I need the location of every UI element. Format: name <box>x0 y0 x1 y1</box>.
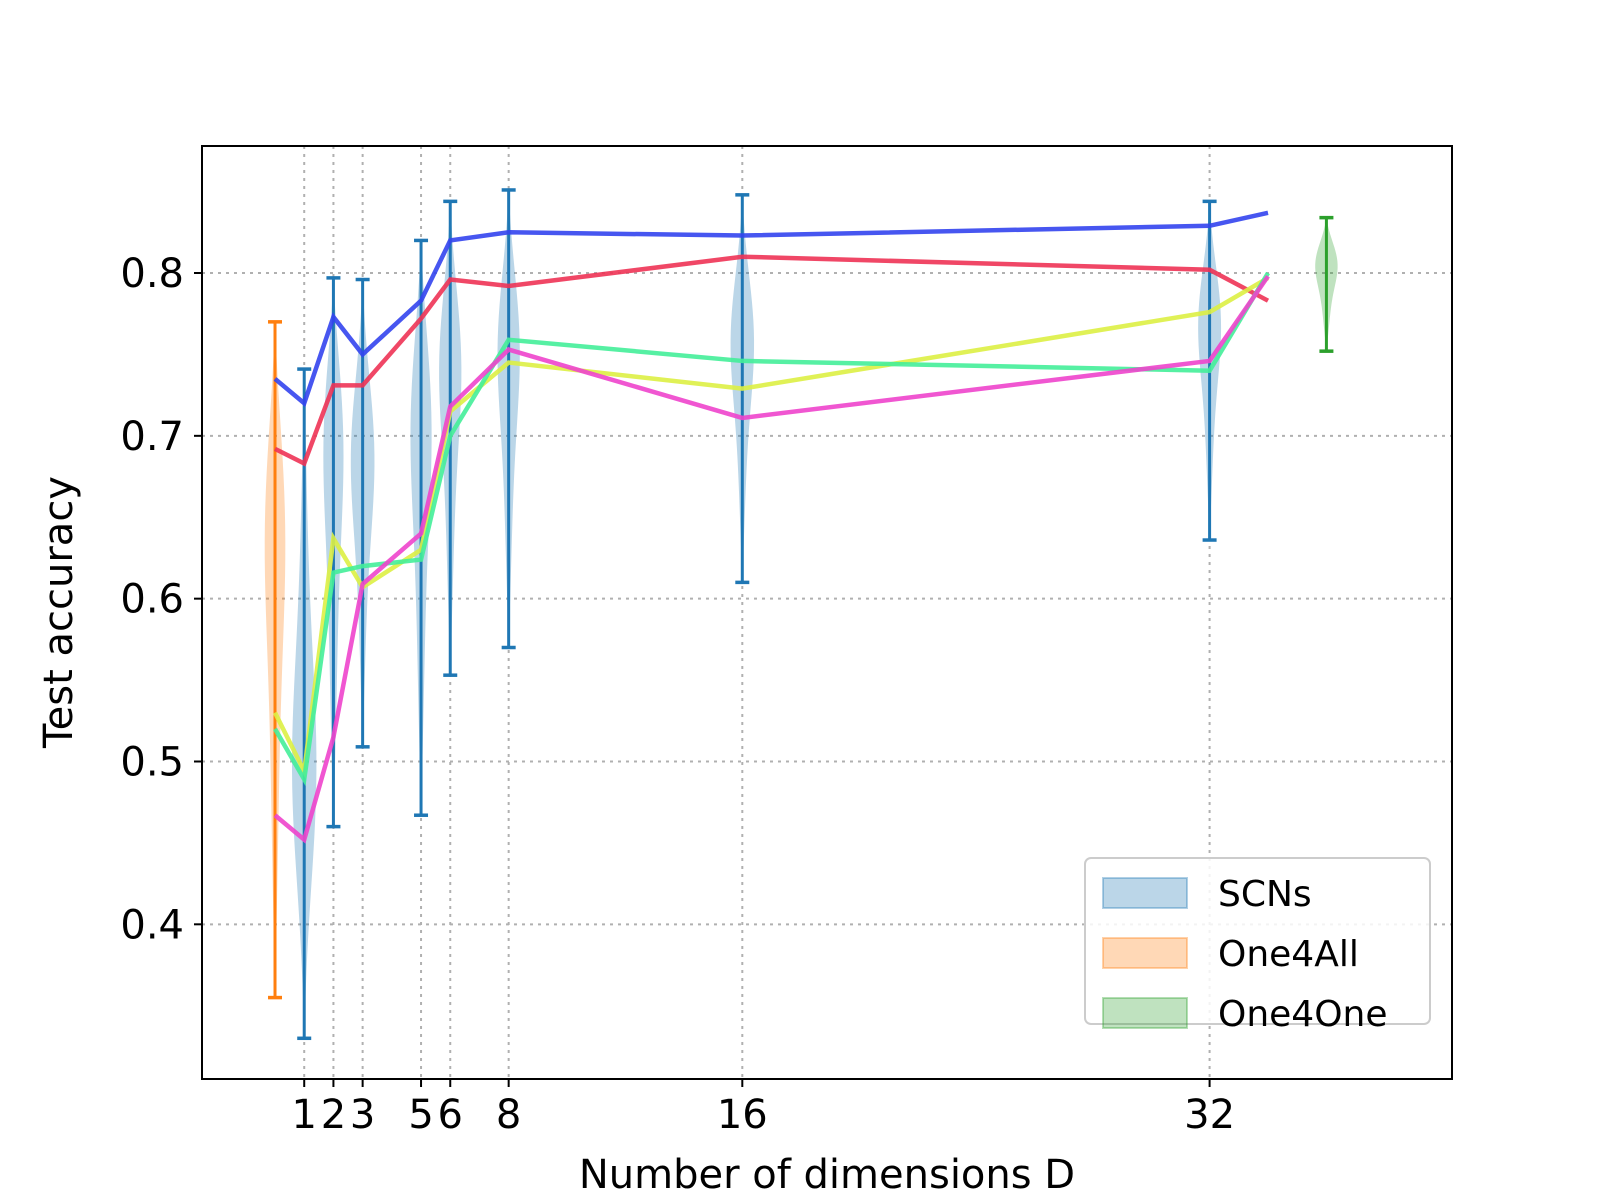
x-tick-label: 5 <box>408 1092 433 1138</box>
tick-layer: 1 2 3 5 6 8 16 32 0.4 0.5 0.6 0.7 0.8 <box>120 251 1235 1138</box>
legend: SCNs One4All One4One <box>1084 857 1431 1035</box>
series-line-1 <box>273 210 1269 408</box>
series-line-3 <box>273 275 1270 779</box>
legend-label: One4All <box>1218 934 1359 975</box>
x-tick-label: 8 <box>496 1092 521 1138</box>
x-axis-title: Number of dimensions D <box>579 1152 1075 1198</box>
y-tick-label: 0.8 <box>120 251 184 297</box>
y-tick-label: 0.5 <box>120 739 184 785</box>
series-layer <box>273 210 1270 844</box>
y-tick-label: 0.4 <box>120 902 184 948</box>
legend-box <box>1084 857 1431 1025</box>
x-tick-label: 32 <box>1184 1092 1235 1138</box>
x-tick-label: 3 <box>350 1092 375 1138</box>
series-line-4 <box>273 271 1270 787</box>
x-tick-label: 2 <box>321 1092 346 1138</box>
x-tick-label: 1 <box>291 1092 316 1138</box>
legend-swatch <box>1102 997 1188 1029</box>
legend-label: SCNs <box>1218 874 1312 915</box>
legend-swatch <box>1102 877 1188 909</box>
plot-frame <box>201 145 1453 1080</box>
x-tick-label: 16 <box>717 1092 768 1138</box>
y-tick-label: 0.6 <box>120 577 184 623</box>
legend-swatch <box>1102 937 1188 969</box>
series-line-2 <box>274 254 1270 467</box>
legend-label: One4One <box>1218 994 1388 1035</box>
y-tick-label: 0.7 <box>120 414 184 460</box>
series-line-5 <box>273 274 1270 844</box>
x-tick-label: 6 <box>438 1092 463 1138</box>
y-axis-title: Test accuracy <box>36 476 82 749</box>
